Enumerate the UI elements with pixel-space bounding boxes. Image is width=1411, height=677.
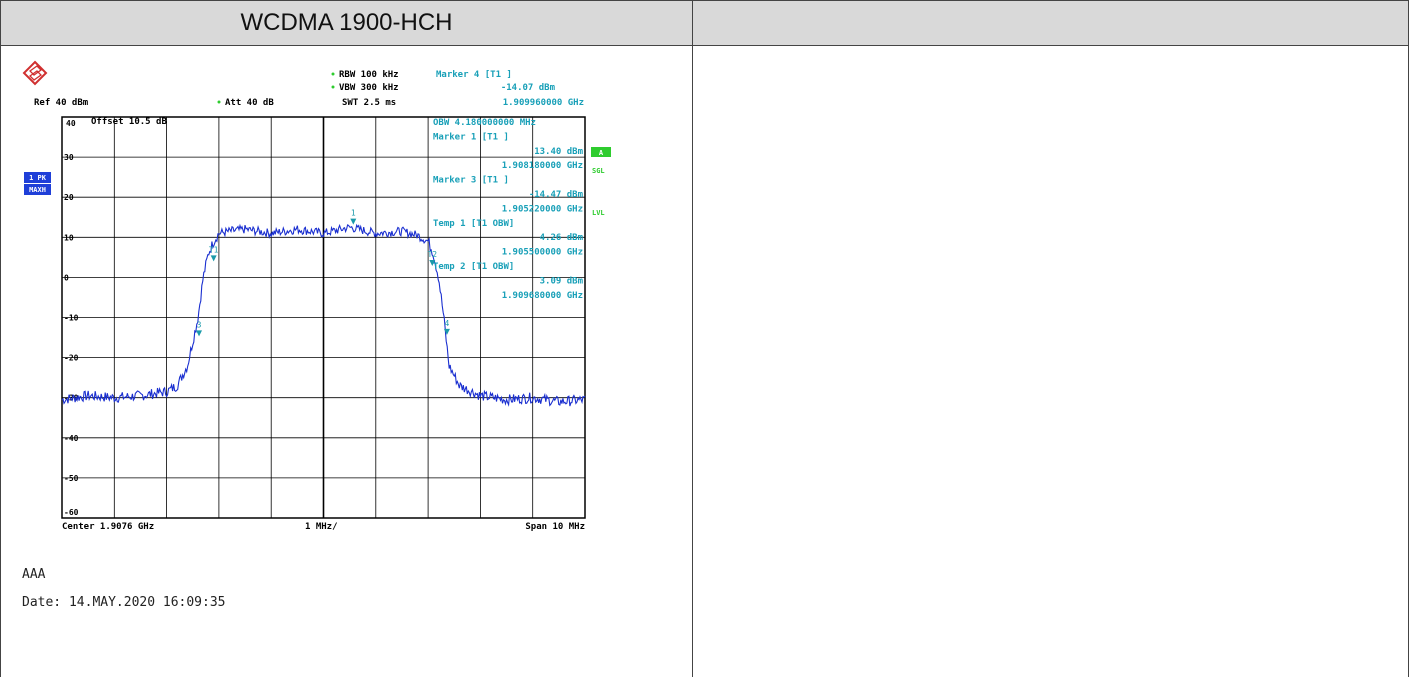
status-sgl: SGL [592,167,605,175]
readout-line: 1.908180000 GHz [502,161,583,171]
offset-label: Offset 10.5 dB [91,117,167,127]
marker-3-label: 3 [197,320,202,329]
marker-1-label: 1 [351,209,356,218]
y-tick-label: -20 [64,354,79,363]
y-tick-label: 10 [64,233,74,242]
marker-T2-icon [429,260,436,267]
marker-4-label: 4 [445,319,450,328]
y-tick-label: 40 [66,119,76,128]
y-tick-label: -60 [64,508,79,517]
y-tick-label: -50 [64,474,79,483]
y-tick-labels: 40 30 20 10 0 -10 -20 -30 -40 -50 -60 [64,119,79,517]
y-tick-label: 20 [64,193,74,202]
y-tick-label: 30 [64,153,74,162]
readout-line: Marker 1 [T1 ] [433,132,509,142]
readout-line: 1.909680000 GHz [502,291,583,301]
readout-line: 13.40 dBm [534,147,583,157]
marker4-title: Marker 4 [T1 ] [436,70,512,80]
y-tick-label: -10 [64,314,79,323]
caption-date: Date: 14.MAY.2020 16:09:35 [22,595,226,610]
marker-T2-label: T2 [427,250,437,259]
plot-grid [61,116,586,519]
marker-T1-icon [210,255,217,262]
marker-T1-label: T1 [209,245,219,254]
y-tick-label: -30 [64,394,79,403]
readout-line: OBW 4.180000000 MHz [433,118,536,128]
marker-layer: 1 3 4 T1 T2 [196,209,450,337]
table-border-right [1408,46,1409,677]
readout-line: 1.905500000 GHz [502,248,583,258]
ref-level-label: Ref 40 dBm [34,98,89,108]
marker4-frequency: 1.909960000 GHz [503,98,584,108]
caption-aaa: AAA [22,567,46,582]
swt-label: SWT 2.5 ms [342,98,396,108]
readout-line: -14.47 dBm [529,190,584,200]
readout-line: Marker 3 [T1 ] [433,176,509,186]
marker-4-icon [443,328,450,335]
table-header-title: WCDMA 1900-HCH [0,0,693,46]
readout-line: 3.09 dBm [540,276,584,286]
trace-badge-bg-2 [24,184,51,195]
trace-badge-bg [24,172,51,183]
status-lvl: LVL [592,209,605,217]
table-border-left [0,46,1,677]
marker-1-icon [350,218,357,225]
trace-badge-maxh: MAXH [29,186,46,194]
division-label: 1 MHz/ [305,522,338,532]
table-border-middle [692,46,693,677]
trace-badge-pk: 1 PK [29,174,47,182]
spectrum-analyzer-screenshot: RBW 100 kHz VBW 300 kHz SWT 2.5 ms Ref 4… [22,60,611,532]
table-header-empty [692,0,1409,46]
marker-3-icon [196,330,203,337]
rohde-schwarz-logo-icon [22,60,48,86]
status-a-bg [591,147,611,157]
status-a: A [599,149,604,157]
readout-line: 1.905220000 GHz [502,204,583,214]
attenuation-label: Att 40 dB [225,98,274,108]
marker4-level: -14.07 dBm [501,83,556,93]
readout-line: Temp 2 [T1 OBW] [433,262,514,272]
rbw-label: RBW 100 kHz [339,70,399,80]
vbw-label: VBW 300 kHz [339,83,399,93]
spectrum-trace [61,223,586,407]
center-frequency-label: Center 1.9076 GHz [62,522,154,532]
readout-line: Temp 1 [T1 OBW] [433,219,514,229]
marker-readout: OBW 4.180000000 MHz Marker 1 [T1 ] 13.40 d… [433,118,584,301]
span-label: Span 10 MHz [525,522,585,532]
y-tick-label: 0 [64,273,69,282]
readout-line: 4.26 dBm [540,233,584,243]
y-tick-label: -40 [64,434,79,443]
